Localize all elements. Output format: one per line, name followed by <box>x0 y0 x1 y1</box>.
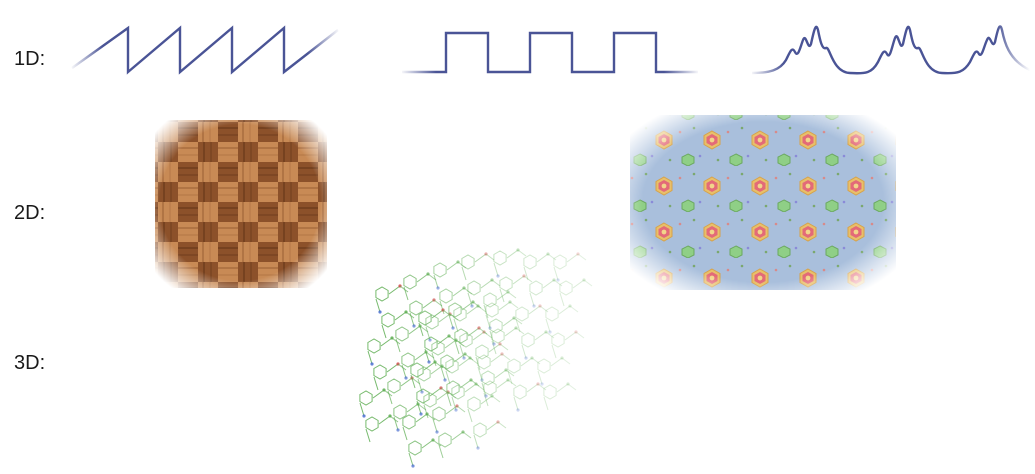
molecular-lattice-icon <box>359 248 593 468</box>
multi-peak-wave-icon <box>751 25 1031 75</box>
sawtooth-wave-icon <box>71 25 339 75</box>
label-2d: 2D: <box>14 202 46 224</box>
hexagonal-pattern-icon <box>630 115 896 290</box>
label-1d: 1D: <box>14 48 46 70</box>
square-wave-icon <box>402 31 698 74</box>
checkerboard-weave-icon <box>155 120 327 288</box>
label-3d: 3D: <box>14 352 46 374</box>
